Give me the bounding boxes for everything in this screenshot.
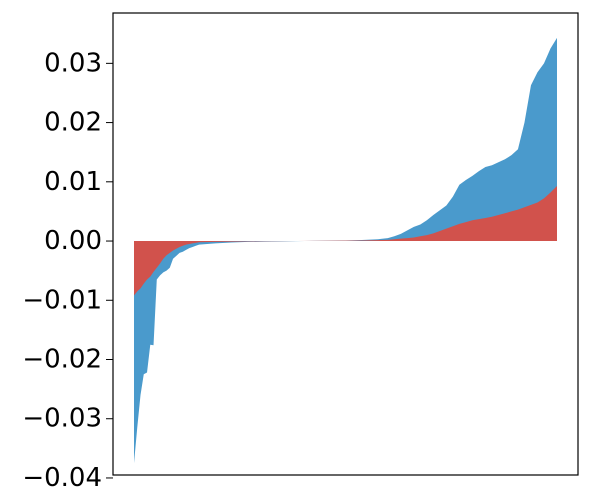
y-tick-label: −0.02 bbox=[22, 345, 102, 375]
y-tick-label: 0.00 bbox=[44, 226, 102, 256]
y-tick-label: −0.04 bbox=[22, 463, 102, 493]
chart-areas bbox=[134, 37, 557, 464]
area-series-2 bbox=[134, 185, 557, 296]
y-tick-label: 0.02 bbox=[44, 108, 102, 138]
plot-frame bbox=[112, 12, 579, 476]
y-axis: 0.03 0.02 0.01 0.00 −0.01 −0.02 −0.03 −0.04 bbox=[22, 48, 113, 493]
y-tick-label: 0.01 bbox=[44, 167, 102, 197]
area-series-1 bbox=[134, 37, 557, 464]
y-tick-label: −0.01 bbox=[22, 285, 102, 315]
y-tick-label: −0.03 bbox=[22, 404, 102, 434]
y-tick-label: 0.03 bbox=[44, 48, 102, 78]
